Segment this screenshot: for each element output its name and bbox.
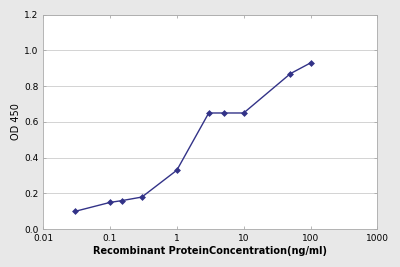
X-axis label: Recombinant ProteinConcentration(ng/ml): Recombinant ProteinConcentration(ng/ml) — [93, 246, 327, 256]
Y-axis label: OD 450: OD 450 — [11, 104, 21, 140]
